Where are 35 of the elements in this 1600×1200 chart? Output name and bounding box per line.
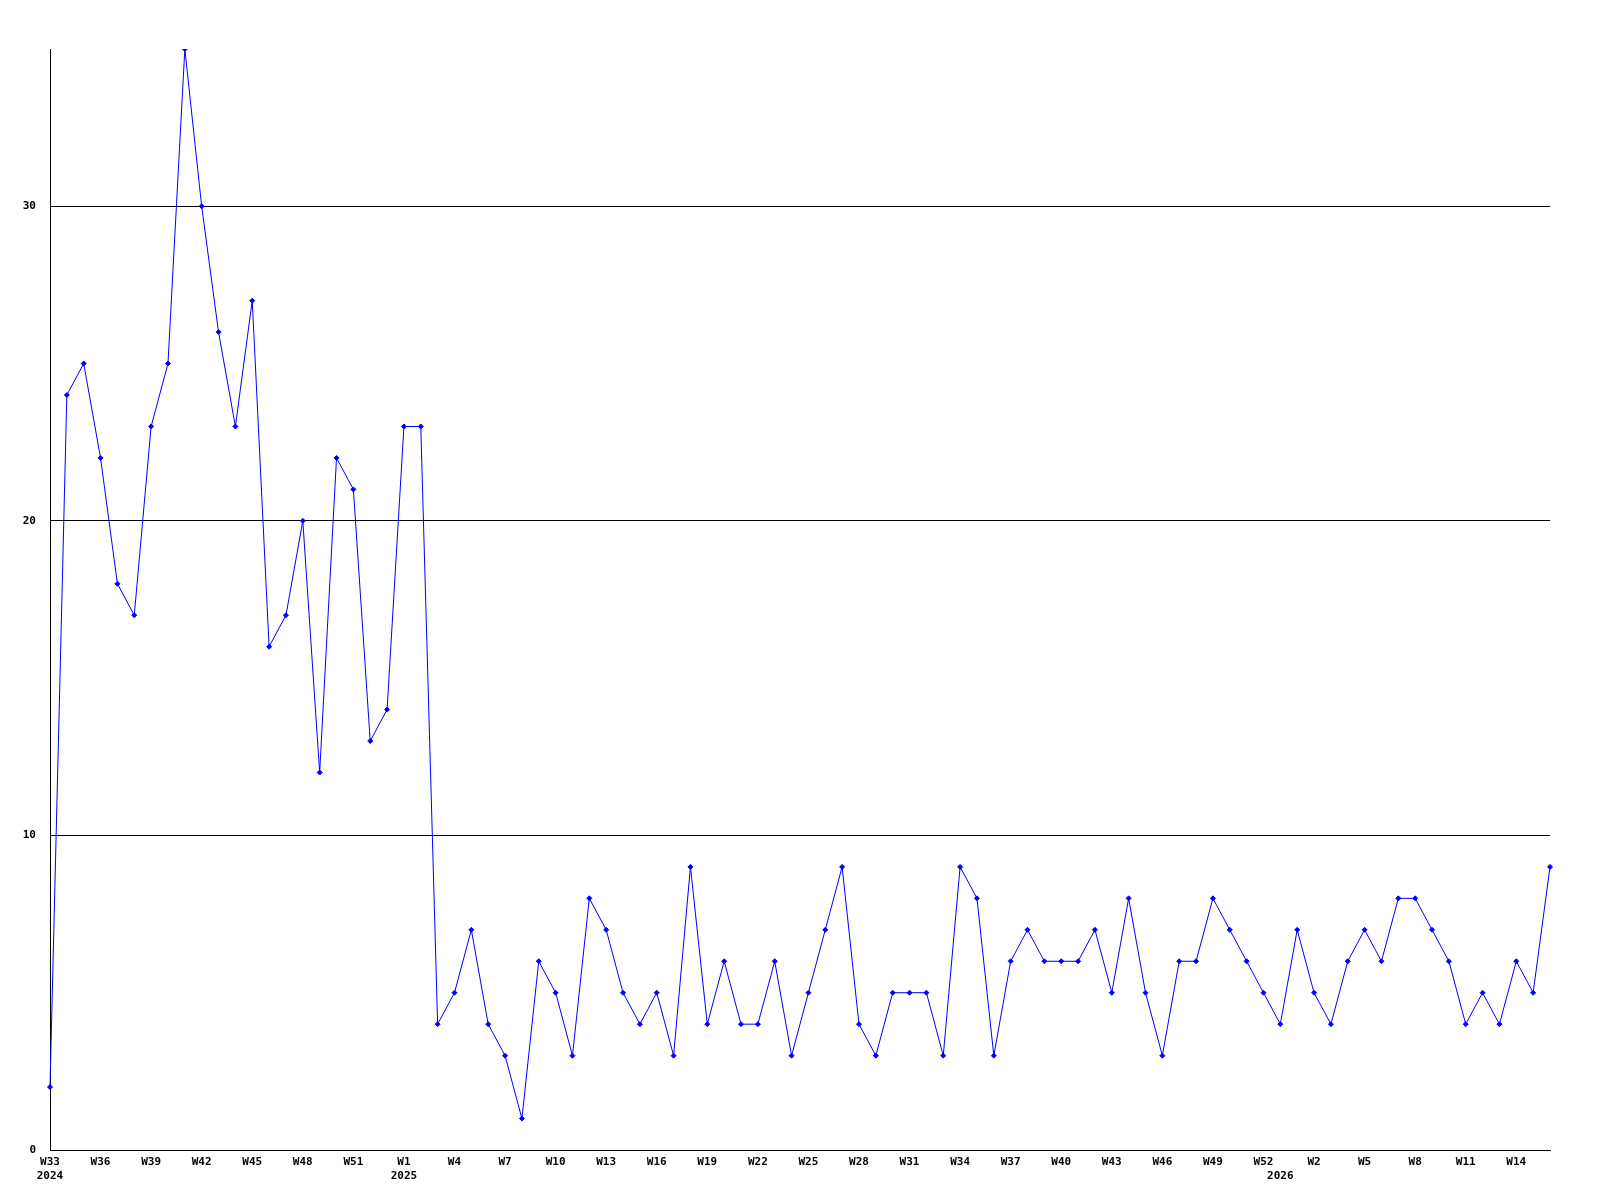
x-tick-label: W16 — [646, 1155, 668, 1169]
x-tick-label: W10 — [545, 1155, 566, 1169]
x-tick-label: W42 — [191, 1155, 212, 1169]
y-tick-label: 10 — [22, 828, 36, 842]
x-tick-label: W34 — [950, 1155, 971, 1169]
x-tick-label: W31 — [899, 1155, 920, 1169]
x-tick-label: 2026 — [1267, 1168, 1294, 1182]
y-tick-label: 0 — [29, 1142, 36, 1156]
x-tick-label: W40 — [1051, 1155, 1072, 1169]
x-tick-label: W33 2024 — [36, 1155, 64, 1182]
x-tick-label: W49 — [1202, 1155, 1223, 1169]
x-tick-label: W36 — [90, 1155, 111, 1169]
x-tick-label: W43 — [1101, 1155, 1122, 1169]
x-tick-label: W28 — [849, 1155, 869, 1169]
x-tick-label: W22 — [747, 1155, 768, 1169]
x-tick-label: W51 — [343, 1155, 364, 1169]
x-tick-label: W5 — [1357, 1155, 1372, 1169]
x-tick-label: W37 — [1000, 1155, 1021, 1169]
x-tick-label: W46 — [1152, 1155, 1173, 1169]
x-tick-label: W45 — [242, 1155, 263, 1169]
x-tick-label: W19 — [697, 1155, 718, 1169]
x-tick-label: W11 — [1455, 1155, 1477, 1169]
x-tick-label: W2 — [1307, 1155, 1321, 1169]
y-tick-label: 30 — [22, 199, 36, 213]
x-tick-label: W4 — [447, 1155, 462, 1169]
x-tick-label: W48 — [292, 1155, 313, 1169]
x-tick-label: W7 — [498, 1155, 512, 1169]
x-tick-label: W13 — [596, 1155, 617, 1169]
x-tick-label: W8 — [1408, 1155, 1422, 1169]
x-tick-label: W1 2025 — [390, 1155, 418, 1182]
x-tick-label: W25 — [798, 1155, 819, 1169]
x-tick-label: W14 — [1506, 1155, 1527, 1169]
y-tick-label: 20 — [22, 513, 36, 527]
x-tick-label: W52 — [1253, 1155, 1274, 1169]
x-tick-label: W39 — [141, 1155, 162, 1169]
